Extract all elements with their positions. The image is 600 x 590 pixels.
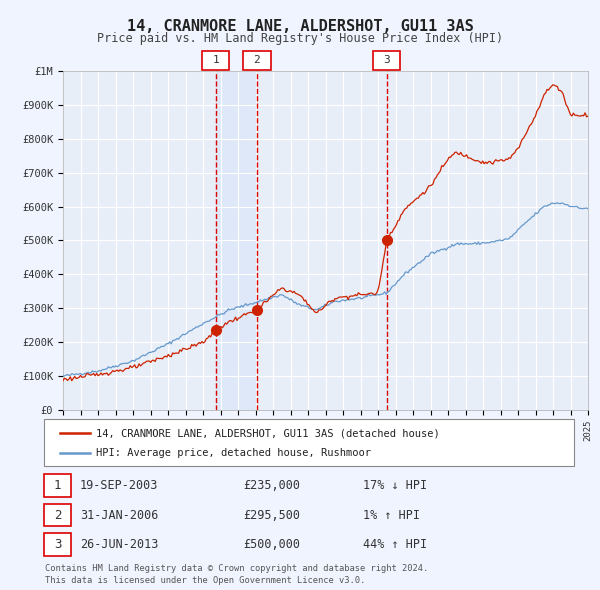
Text: 26-JUN-2013: 26-JUN-2013	[80, 538, 158, 551]
Text: 17% ↓ HPI: 17% ↓ HPI	[363, 479, 427, 492]
Text: 1: 1	[54, 479, 61, 492]
Text: £500,000: £500,000	[243, 538, 300, 551]
Text: 3: 3	[383, 55, 390, 65]
Text: 3: 3	[54, 538, 61, 551]
Text: Price paid vs. HM Land Registry's House Price Index (HPI): Price paid vs. HM Land Registry's House …	[97, 32, 503, 45]
Text: HPI: Average price, detached house, Rushmoor: HPI: Average price, detached house, Rush…	[96, 448, 371, 457]
Text: £295,500: £295,500	[243, 509, 300, 522]
Text: This data is licensed under the Open Government Licence v3.0.: This data is licensed under the Open Gov…	[45, 576, 365, 585]
Text: £235,000: £235,000	[243, 479, 300, 492]
Text: Contains HM Land Registry data © Crown copyright and database right 2024.: Contains HM Land Registry data © Crown c…	[45, 565, 428, 573]
Text: 14, CRANMORE LANE, ALDERSHOT, GU11 3AS (detached house): 14, CRANMORE LANE, ALDERSHOT, GU11 3AS (…	[96, 428, 440, 438]
Text: 1% ↑ HPI: 1% ↑ HPI	[363, 509, 420, 522]
Text: 2: 2	[54, 509, 61, 522]
Text: 31-JAN-2006: 31-JAN-2006	[80, 509, 158, 522]
Text: 44% ↑ HPI: 44% ↑ HPI	[363, 538, 427, 551]
Text: 1: 1	[212, 55, 219, 65]
Text: 19-SEP-2003: 19-SEP-2003	[80, 479, 158, 492]
Text: 14, CRANMORE LANE, ALDERSHOT, GU11 3AS: 14, CRANMORE LANE, ALDERSHOT, GU11 3AS	[127, 19, 473, 34]
Text: 2: 2	[254, 55, 260, 65]
Bar	[215, 71, 257, 410]
